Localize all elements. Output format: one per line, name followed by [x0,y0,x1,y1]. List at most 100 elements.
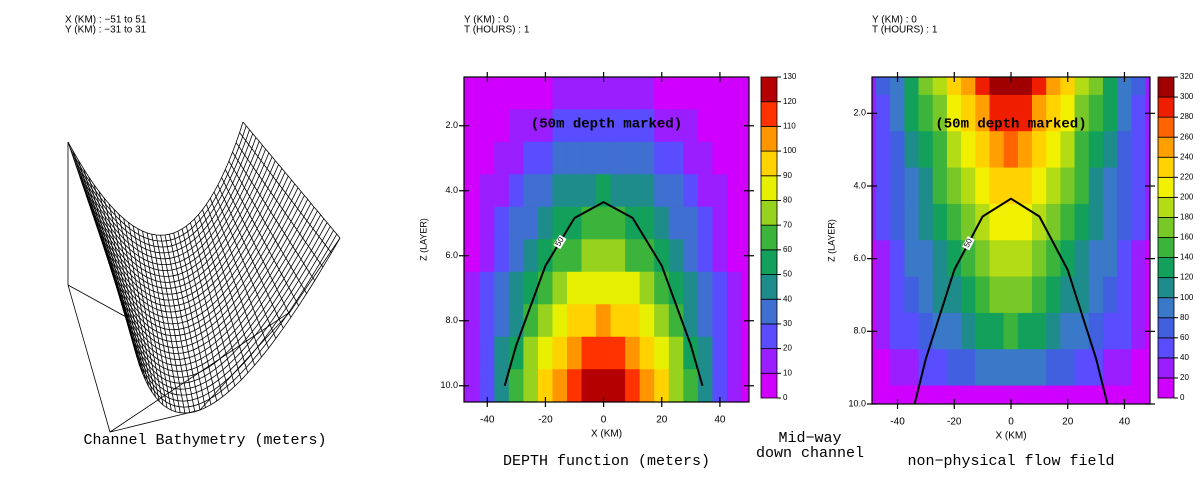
colorbar-label: 140 [1180,253,1194,262]
y-axis-label: Z (LAYER) [418,218,428,261]
mesh-line [83,168,135,349]
cell [683,109,699,143]
cell [1060,385,1076,404]
cell [932,385,948,404]
cell [479,109,495,143]
cell [465,271,481,305]
cell [904,94,920,132]
cell [872,385,877,404]
cell [596,304,612,338]
cell [639,369,655,402]
mesh-line [93,184,140,366]
cell [1117,203,1132,241]
cell [479,239,495,273]
cell [625,141,641,175]
cell [890,240,905,278]
cell [712,174,728,208]
cell [683,174,699,208]
mesh-line [194,218,242,380]
cell [876,385,891,404]
cell [566,174,583,208]
x-tick-label: -40 [890,417,905,428]
cell [961,131,976,169]
cell [1131,167,1146,205]
cell [668,336,684,370]
cell [552,336,568,370]
cell [1102,312,1118,350]
cell [1074,131,1090,169]
colorbar-label: 120 [1180,273,1194,282]
cell [890,385,905,404]
cell [1074,349,1090,387]
cell [1131,94,1146,132]
cell [1017,385,1033,404]
mesh-line [123,218,160,402]
cell [1088,276,1104,314]
cell [961,167,976,205]
cell [876,131,891,169]
colorbar-box [1157,217,1175,238]
colorbar-box [1157,357,1175,379]
cell [1046,349,1061,387]
cells [872,77,1150,404]
cell [975,276,990,314]
cell [1060,167,1076,205]
mesh-line [142,231,176,412]
colorbar-box [760,200,778,226]
cell [1046,240,1061,278]
cell [508,369,524,402]
colorbar-label: 40 [1180,353,1189,362]
annotation: (50m depth marked) [935,117,1086,133]
cell [890,94,905,132]
mesh-line [206,204,262,358]
cell [1060,312,1076,350]
colorbar-label: 110 [783,121,796,130]
cell [1003,385,1019,404]
cell [876,312,891,350]
colorbar-box [760,348,778,374]
cell [610,141,626,175]
colorbar-box [1157,317,1175,339]
colorbar-label: 70 [783,220,792,229]
header-text: X (KM) : −51 to 51 [65,15,147,26]
cell [1117,349,1132,387]
chart-title: Channel Bathymetry (meters) [83,432,326,449]
cell [961,349,976,387]
cell [523,336,539,370]
mesh-line [224,169,299,306]
box-edge [67,142,341,433]
cell [494,206,510,240]
cell [1032,276,1047,314]
cell [1017,349,1033,387]
y-tick-label: 6.0 [853,253,866,263]
cell [975,167,990,205]
cell [581,77,597,110]
cell [876,167,891,205]
cell [1088,131,1104,169]
cell [726,141,742,175]
cell [625,206,641,240]
cell [918,131,934,169]
cell [918,240,934,278]
colorbar-box [1157,237,1175,258]
cell [932,276,948,314]
cell [697,336,713,370]
cell [537,206,553,240]
cell [726,336,742,370]
contour-label-group: 50 [962,236,975,251]
cell [975,203,990,241]
cell [1088,385,1104,404]
cell [1088,203,1104,241]
cell [668,174,684,208]
cell [1046,167,1061,205]
cell [465,77,481,110]
colorbar-box [1157,277,1175,299]
cell [1060,131,1076,169]
cell [876,240,891,278]
colorbar-box [1157,116,1175,138]
cell [1060,349,1076,387]
cell [625,304,641,338]
contour-label-bg [553,234,567,250]
cell [697,141,713,175]
x-tick-label: 0 [1008,417,1014,428]
